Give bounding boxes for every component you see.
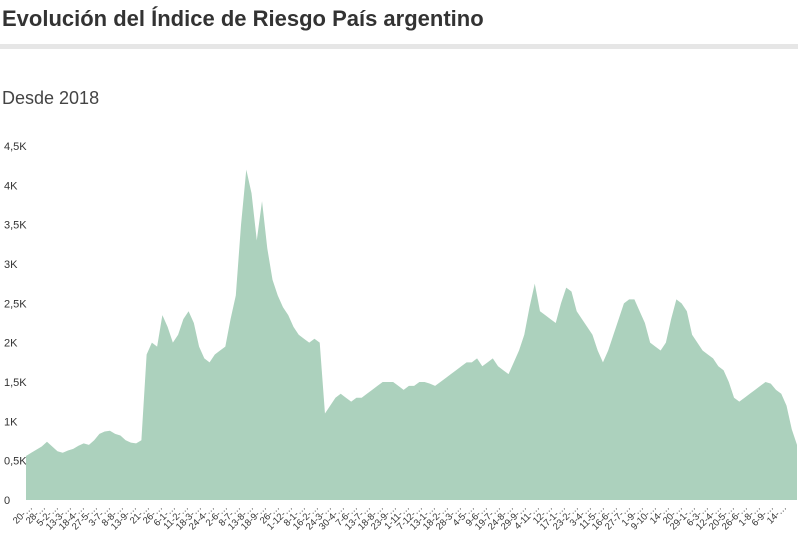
y-tick-label: 2K [4, 338, 18, 350]
x-axis-ticks: 20-…28-…5-2-…13-3-…18-4-…27-5-…3-7-…8-8-… [11, 502, 789, 532]
y-axis-ticks: 0 0,5K 1K 1,5K 2K 2,5K 3K 3,5K 4K 4,5K [4, 141, 27, 507]
chart-title: Evolución del Índice de Riesgo País arge… [2, 6, 484, 31]
y-tick-label: 0 [4, 495, 10, 507]
y-tick-label: 4,5K [4, 141, 27, 153]
y-tick-label: 1,5K [4, 377, 27, 389]
y-tick-label: 2,5K [4, 298, 27, 310]
y-tick-label: 0,5K [4, 456, 27, 468]
area-layer [26, 169, 797, 500]
y-tick-label: 3,5K [4, 220, 27, 232]
y-tick-label: 1K [4, 416, 18, 428]
y-tick-label: 3K [4, 259, 18, 271]
title-divider [0, 44, 798, 49]
y-tick-label: 4K [4, 180, 18, 192]
riesgo-pais-area [26, 169, 797, 500]
chart-subtitle: Desde 2018 [2, 88, 100, 108]
